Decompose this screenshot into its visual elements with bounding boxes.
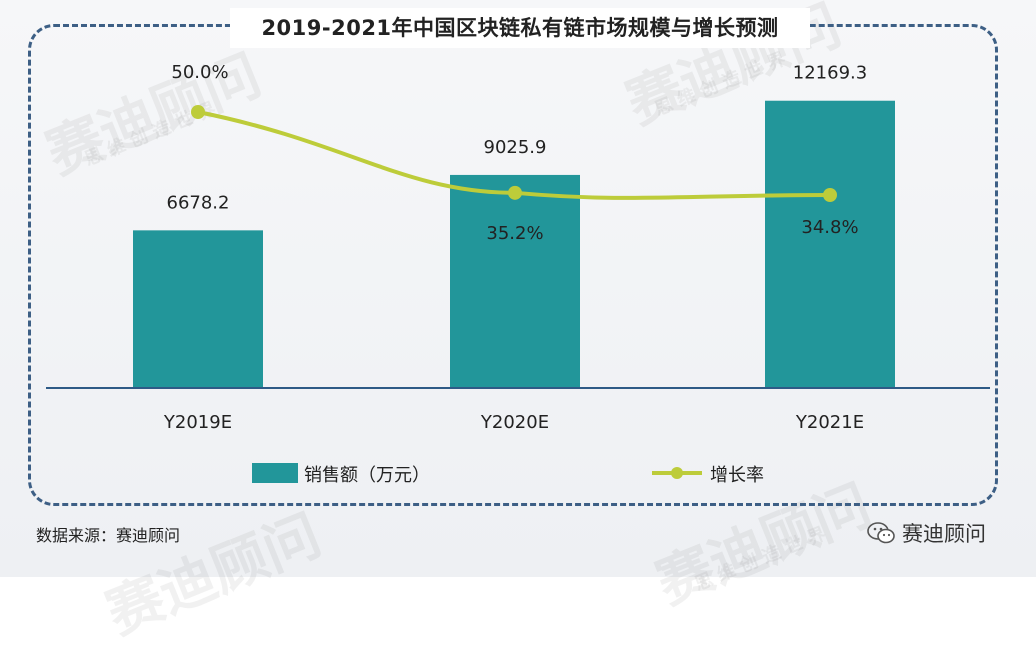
- chart: Y2019E Y2020E Y2021E 6678.2 9025.9 12169.3 50.…: [46, 62, 990, 486]
- x-tick-label: Y2021E: [795, 412, 864, 433]
- growth-point-Y2019E: [191, 105, 205, 119]
- wechat-icon: [867, 522, 895, 544]
- growth-point-Y2021E: [823, 188, 837, 202]
- bar-Y2021E: [765, 100, 895, 388]
- brand-label: 赛迪顾问: [902, 522, 986, 546]
- growth-value-label: 34.8%: [801, 217, 858, 238]
- bar-value-label: 6678.2: [167, 192, 230, 213]
- x-tick-label: Y2019E: [163, 412, 232, 433]
- bar-Y2019E: [133, 230, 263, 388]
- bar-value-label: 9025.9: [484, 137, 547, 158]
- legend-bar-swatch: [252, 463, 298, 483]
- legend-bar-label: 销售额（万元）: [304, 465, 430, 486]
- brand: 赛迪顾问: [866, 518, 986, 548]
- legend-line-marker: [671, 467, 683, 479]
- data-source: 数据来源：赛迪顾问: [36, 526, 181, 545]
- bar-value-label: 12169.3: [793, 63, 867, 84]
- legend-line-label: 增长率: [710, 465, 764, 486]
- growth-value-label: 35.2%: [486, 223, 543, 244]
- growth-point-Y2020E: [508, 185, 522, 200]
- growth-value-label: 50.0%: [171, 62, 228, 83]
- x-tick-label: Y2020E: [480, 412, 549, 433]
- bar-Y2020E: [450, 174, 580, 388]
- chart-title: 2019-2021年中国区块链私有链市场规模与增长预测: [230, 8, 810, 48]
